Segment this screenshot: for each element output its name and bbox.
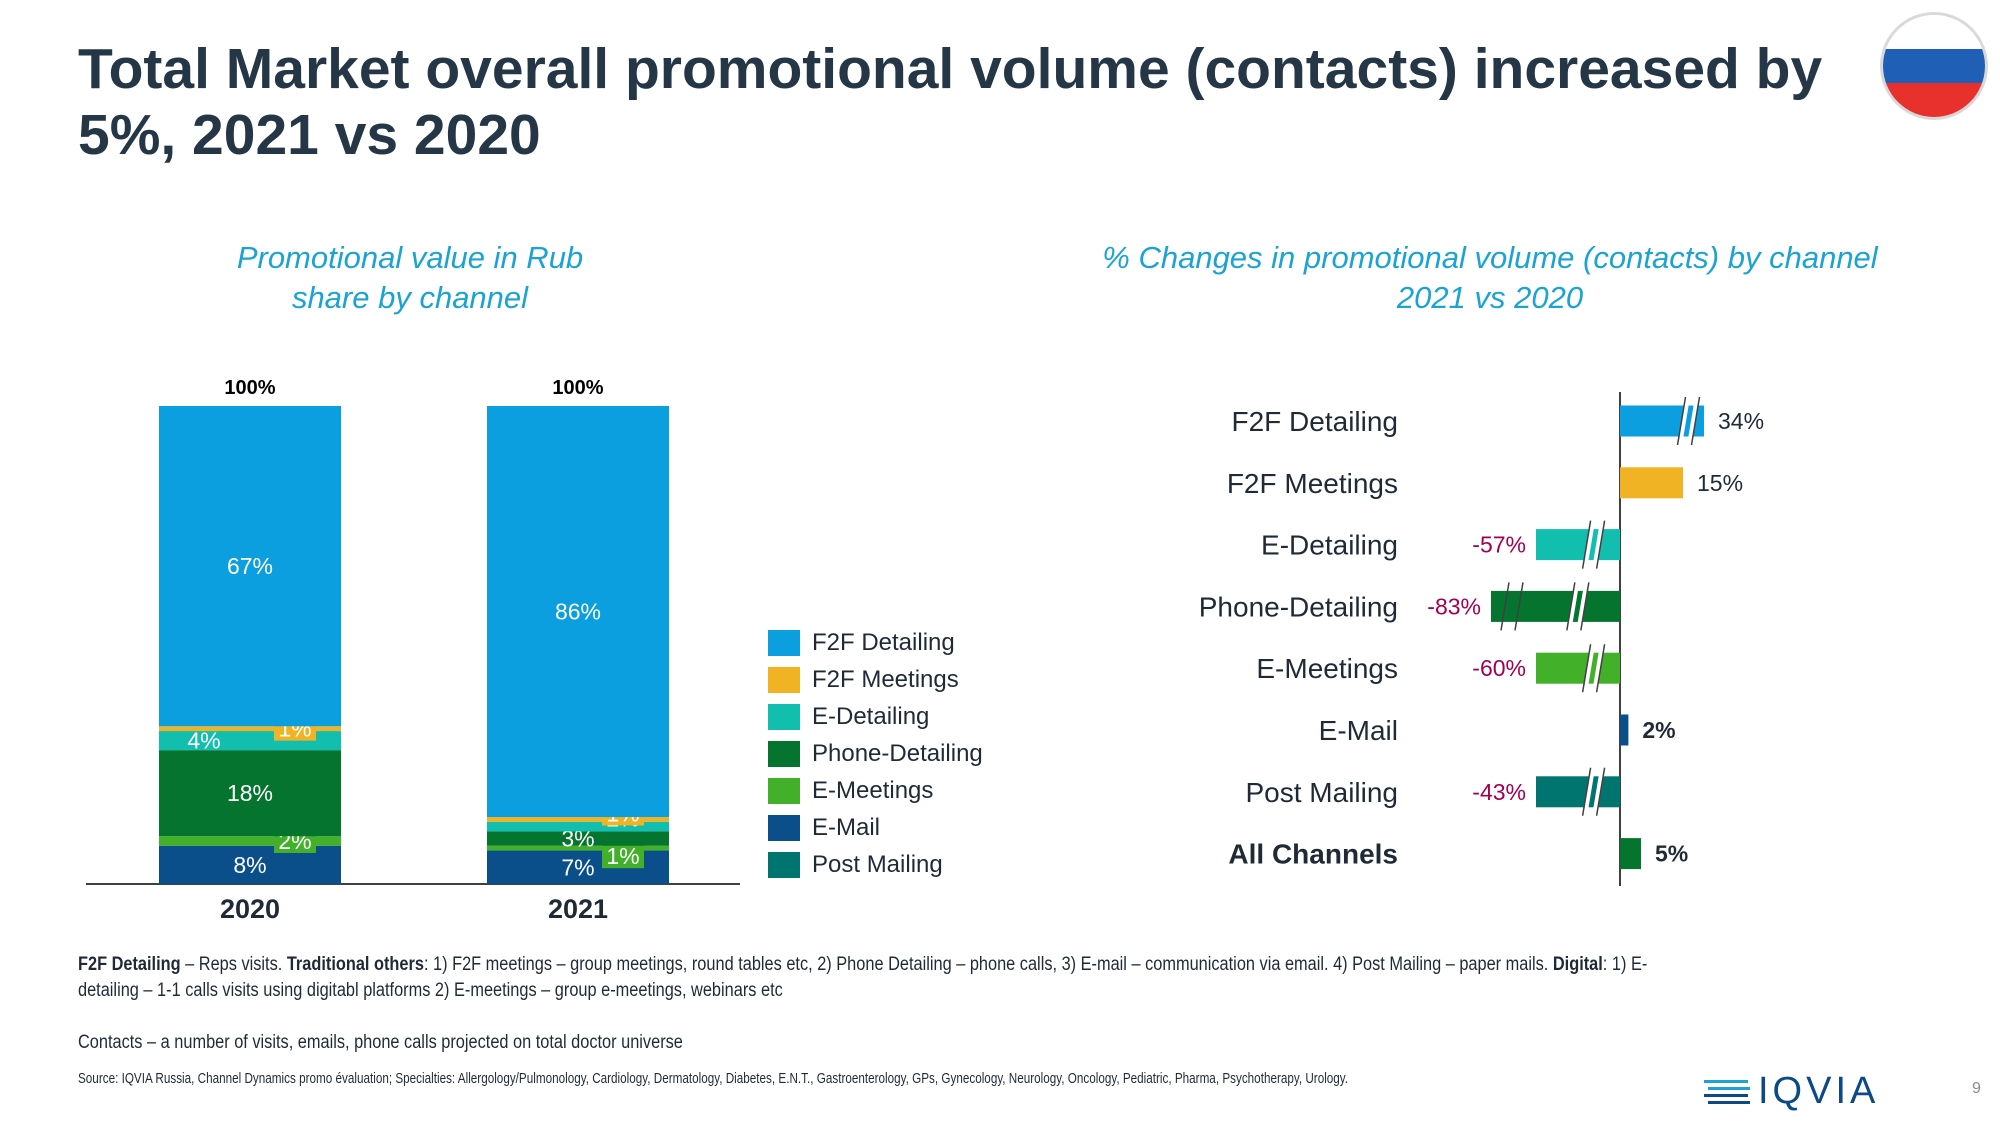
legend-item: E-Detailing bbox=[768, 698, 983, 735]
bar-label-2021-e-meetings: 1% bbox=[606, 843, 639, 869]
legend-swatch bbox=[768, 666, 800, 693]
change-category-e-meetings: E-Meetings bbox=[1256, 653, 1398, 684]
change-bar-post-mailing bbox=[1536, 776, 1620, 808]
footnote-f2f-text: – Reps visits. bbox=[180, 954, 287, 975]
change-category-all-channels: All Channels bbox=[1228, 839, 1398, 870]
legend-swatch bbox=[768, 629, 800, 656]
change-category-post-mailing: Post Mailing bbox=[1245, 777, 1398, 808]
legend-swatch bbox=[768, 703, 800, 730]
change-category-phone-detailing: Phone-Detailing bbox=[1199, 591, 1398, 622]
change-bar-e-mail bbox=[1620, 714, 1629, 746]
change-label-f2f-meetings: 15% bbox=[1697, 470, 1743, 496]
footnote-traditional-term: Traditional others bbox=[286, 954, 424, 975]
bar-label-box-2021-e-meetings bbox=[602, 842, 644, 869]
legend-label: E-Meetings bbox=[812, 776, 934, 804]
axis-break-line-2-phone-detailing bbox=[1500, 582, 1524, 631]
bar-segment-2020-f2f-meetings bbox=[159, 726, 341, 732]
axis-break-mark-f2f-detailing bbox=[1677, 396, 1700, 446]
axis-break-line-phone-detailing bbox=[1566, 582, 1590, 631]
footnote-digital-term: Digital bbox=[1552, 954, 1603, 975]
legend-label: E-Mail bbox=[812, 813, 881, 841]
legend-item: F2F Meetings bbox=[768, 661, 983, 698]
legend-label: F2F Meetings bbox=[812, 665, 959, 693]
charts-canvas: 8%2%18%4%1%67%100%20207%1%3%2%1%86%100%2… bbox=[86, 377, 1764, 924]
legend-item: Post Mailing bbox=[768, 846, 983, 883]
bar-label-2020-e-mail: 8% bbox=[233, 852, 266, 878]
logo-text: IQVIA bbox=[1758, 1070, 1880, 1112]
bar-segment-2020-f2f-detailing bbox=[159, 406, 341, 727]
change-category-e-detailing: E-Detailing bbox=[1261, 530, 1398, 561]
bar-label-2021-f2f-detailing: 86% bbox=[555, 599, 601, 625]
legend-item: Phone-Detailing bbox=[768, 735, 983, 772]
change-label-e-mail: 2% bbox=[1642, 717, 1675, 743]
legend-label: Phone-Detailing bbox=[812, 739, 983, 767]
change-label-post-mailing: -43% bbox=[1472, 779, 1526, 805]
iqvia-logo: IQVIA bbox=[1704, 1070, 1879, 1113]
change-bar-f2f-meetings bbox=[1620, 467, 1683, 499]
bar-label-2020-f2f-detailing: 67% bbox=[227, 553, 273, 579]
legend-item: E-Meetings bbox=[768, 772, 983, 809]
change-bar-all-channels bbox=[1620, 838, 1641, 870]
bar-label-2021-e-mail: 7% bbox=[561, 854, 594, 880]
footnote-traditional-text: : 1) F2F meetings – group meetings, roun… bbox=[423, 954, 1553, 975]
bar-segment-2021-f2f-detailing bbox=[487, 406, 669, 818]
axis-break-mark-post-mailing bbox=[1582, 767, 1606, 817]
axis-break-line-e-detailing bbox=[1581, 520, 1606, 569]
change-bar-e-detailing bbox=[1536, 529, 1620, 561]
logo-lines-icon bbox=[1704, 1079, 1750, 1104]
change-category-f2f-detailing: F2F Detailing bbox=[1231, 406, 1398, 437]
legend-label: Post Mailing bbox=[812, 850, 943, 878]
legend-label: F2F Detailing bbox=[812, 628, 955, 656]
bar-segment-2021-phone-detailing bbox=[487, 831, 669, 846]
contacts-note: Contacts – a number of visits, emails, p… bbox=[78, 1032, 683, 1053]
page-title: Total Market overall promotional volume … bbox=[78, 37, 1823, 167]
bar-segment-2021-e-meetings bbox=[487, 845, 669, 851]
axis-break-line-f2f-detailing bbox=[1676, 396, 1701, 446]
change-label-f2f-detailing: 34% bbox=[1718, 408, 1764, 434]
legend-label: E-Detailing bbox=[812, 702, 930, 730]
x-tick-2021: 2021 bbox=[548, 894, 608, 924]
stacked-chart-legend: F2F Detailing F2F Meetings E-Detailing Phon… bbox=[768, 624, 983, 883]
bar-segment-2021-e-detailing bbox=[487, 821, 669, 832]
axis-break-mark-e-detailing bbox=[1582, 520, 1606, 570]
axis-break-mark-phone-detailing bbox=[1566, 581, 1590, 631]
footnote-digital-text: : 1) E-detailing – 1-1 calls visits usin… bbox=[78, 954, 1648, 1001]
legend-item: E-Mail bbox=[768, 809, 983, 846]
change-bar-phone-detailing bbox=[1491, 590, 1620, 622]
change-label-phone-detailing: -83% bbox=[1427, 593, 1481, 619]
change-category-e-mail: E-Mail bbox=[1319, 715, 1398, 746]
x-tick-2020: 2020 bbox=[220, 894, 280, 924]
change-label-all-channels: 5% bbox=[1655, 841, 1688, 867]
bar-segment-2020-phone-detailing bbox=[159, 750, 341, 837]
change-label-e-meetings: -60% bbox=[1472, 655, 1526, 681]
stacked-chart-title: Promotional value in Rub share by channe… bbox=[236, 240, 584, 315]
bar-total-2020: 100% bbox=[224, 377, 275, 399]
bar-total-2021: 100% bbox=[552, 377, 603, 399]
axis-break-line-post-mailing bbox=[1581, 767, 1606, 816]
footnote-f2f-term: F2F Detailing bbox=[78, 954, 181, 975]
page-number: 9 bbox=[1972, 1080, 1981, 1097]
bar-segment-2020-e-meetings bbox=[159, 836, 341, 846]
legend-swatch bbox=[768, 740, 800, 767]
legend-swatch bbox=[768, 814, 800, 841]
axis-break-mark-e-meetings bbox=[1582, 643, 1606, 693]
legend-item: F2F Detailing bbox=[768, 624, 983, 661]
bar-label-2020-e-detailing: 4% bbox=[187, 728, 220, 754]
change-label-e-detailing: -57% bbox=[1472, 532, 1526, 558]
bar-segment-2021-f2f-meetings bbox=[487, 817, 669, 822]
source-note: Source: IQVIA Russia, Channel Dynamics p… bbox=[78, 1070, 1349, 1087]
legend-swatch bbox=[768, 777, 800, 804]
russia-flag-icon bbox=[1880, 12, 1988, 120]
channel-definitions-footnote: F2F Detailing – Reps visits. Traditional… bbox=[78, 952, 1695, 1004]
change-chart-title: % Changes in promotional volume (contact… bbox=[1102, 240, 1878, 315]
change-category-f2f-meetings: F2F Meetings bbox=[1227, 468, 1398, 499]
axis-break-line-e-meetings bbox=[1581, 644, 1606, 693]
bar-label-2020-phone-detailing: 18% bbox=[227, 780, 273, 806]
legend-swatch bbox=[768, 851, 800, 878]
change-bar-e-meetings bbox=[1536, 652, 1620, 684]
